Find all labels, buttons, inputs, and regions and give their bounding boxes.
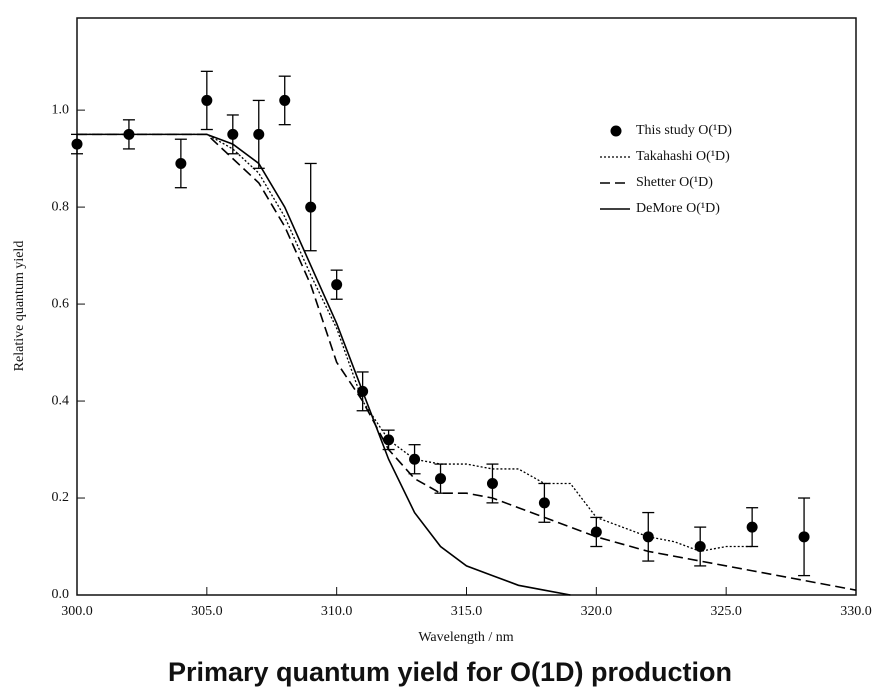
plot-frame — [76, 17, 857, 596]
x-tick-label: 310.0 — [321, 604, 353, 619]
y-tick-label: 0.6 — [52, 296, 70, 311]
y-tick-label: 0.4 — [52, 393, 70, 408]
data-point — [694, 541, 706, 553]
y-tick-label: 0.0 — [52, 587, 70, 602]
legend-marker — [610, 125, 622, 137]
data-point — [253, 128, 265, 140]
y-tick-label: 1.0 — [52, 102, 70, 117]
y-axis-label: Relative quantum yield — [12, 241, 27, 372]
data-point — [486, 477, 498, 489]
legend-label: This study O(¹D) — [636, 123, 732, 138]
x-tick-label: 305.0 — [191, 604, 223, 619]
x-tick-label: 315.0 — [451, 604, 483, 619]
data-point — [538, 497, 550, 509]
series-line — [77, 133, 753, 553]
y-tick-label: 0.2 — [52, 490, 70, 505]
x-tick-label: 300.0 — [61, 604, 93, 619]
data-point — [305, 201, 317, 213]
legend-label: Shetter O(¹D) — [636, 175, 713, 190]
data-point — [331, 279, 343, 291]
data-point — [435, 473, 447, 485]
chart-title: Primary quantum yield for O(1D) producti… — [168, 657, 732, 687]
y-tick-label: 0.8 — [52, 199, 70, 214]
data-point — [71, 138, 83, 150]
series-line — [77, 133, 571, 596]
data-point — [201, 94, 213, 106]
x-tick-label: 330.0 — [840, 604, 872, 619]
x-tick-label: 320.0 — [581, 604, 613, 619]
data-point — [175, 157, 187, 169]
data-point — [798, 531, 810, 543]
legend-label: Takahashi O(¹D) — [636, 149, 730, 164]
x-tick-label: 325.0 — [710, 604, 742, 619]
data-point — [279, 94, 291, 106]
data-point — [642, 531, 654, 543]
data-point — [227, 128, 239, 140]
data-point — [746, 521, 758, 533]
series-line — [77, 133, 857, 591]
legend-label: DeMore O(¹D) — [636, 201, 720, 216]
x-axis-label: Wavelength / nm — [418, 630, 513, 645]
data-point — [590, 526, 602, 538]
